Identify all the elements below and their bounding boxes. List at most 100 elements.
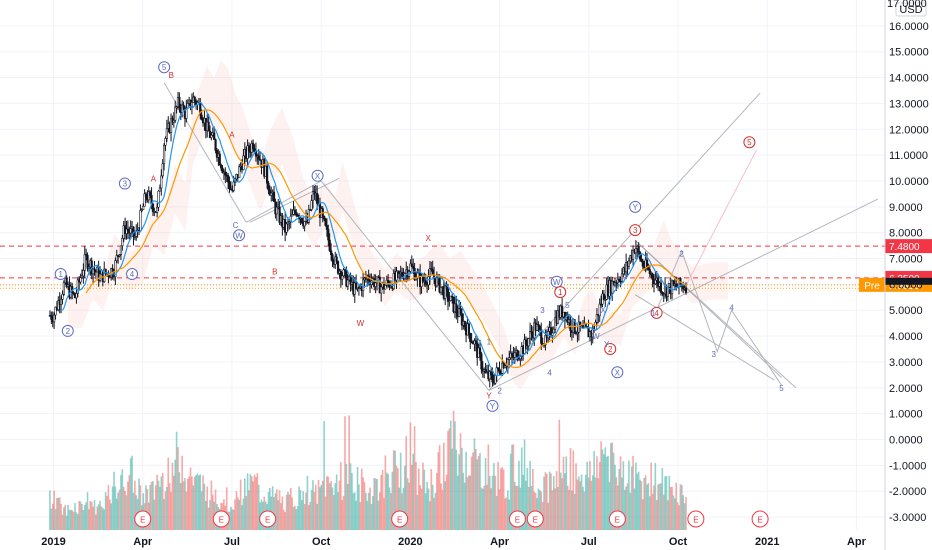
candle-body bbox=[121, 238, 124, 247]
earnings-marker[interactable] bbox=[134, 510, 152, 528]
volume-bar bbox=[458, 454, 460, 530]
volume-bar bbox=[230, 506, 232, 530]
candle-body bbox=[227, 175, 230, 183]
time-axis[interactable]: 2019 Apr Jul Oct 2020 Apr Jul Oct 2021 Apr bbox=[41, 536, 866, 548]
candle-body bbox=[144, 193, 148, 198]
volume-bar bbox=[53, 490, 55, 530]
earnings-marker[interactable] bbox=[751, 510, 769, 528]
volume-bar bbox=[473, 438, 476, 530]
volume-bar bbox=[558, 419, 561, 530]
candle-body bbox=[505, 364, 508, 367]
candle-body bbox=[459, 308, 462, 314]
volume-bar bbox=[419, 485, 421, 530]
volume-bar bbox=[552, 476, 555, 530]
wave-label: B bbox=[169, 71, 174, 80]
time-tick-label: Apr bbox=[490, 536, 510, 548]
candle-body bbox=[158, 187, 162, 192]
volume-bar bbox=[328, 483, 331, 530]
candle-body bbox=[291, 214, 294, 217]
earnings-marker-label: E bbox=[265, 516, 270, 525]
candle-body bbox=[449, 295, 452, 301]
earnings-marker[interactable] bbox=[212, 510, 230, 528]
volume-bar bbox=[539, 490, 541, 530]
candle-body bbox=[510, 352, 514, 356]
candle-body bbox=[328, 239, 331, 251]
candle-body bbox=[569, 319, 572, 331]
volume-bar bbox=[367, 492, 370, 530]
volume-bar bbox=[470, 456, 473, 530]
volume-bar bbox=[463, 482, 466, 530]
candle-body bbox=[118, 254, 121, 257]
candle-body bbox=[490, 371, 493, 376]
earnings-marker[interactable] bbox=[608, 510, 626, 528]
price-axis[interactable]: 16.0000 15.0000 14.0000 13.0000 12.0000 11.00… bbox=[884, 0, 929, 550]
volume-bar bbox=[314, 484, 317, 530]
candle-body bbox=[92, 268, 95, 275]
volume-bar bbox=[352, 493, 355, 530]
volume-bar bbox=[299, 489, 302, 530]
candle-body bbox=[149, 191, 152, 196]
candle-body bbox=[675, 283, 678, 288]
earnings-marker[interactable] bbox=[508, 510, 526, 528]
currency-badge[interactable]: USD bbox=[895, 2, 927, 17]
trend-line bbox=[245, 180, 322, 223]
candle-body bbox=[79, 277, 82, 283]
volume-bar bbox=[623, 489, 626, 530]
volume-bar bbox=[49, 490, 51, 530]
volume-bar bbox=[667, 500, 669, 530]
volume-bar bbox=[351, 473, 353, 530]
volume-bar bbox=[518, 460, 520, 530]
wave-label: 5 bbox=[162, 63, 167, 72]
candle-body bbox=[119, 245, 123, 255]
volume-bar bbox=[379, 492, 381, 530]
volume-bar bbox=[490, 488, 492, 530]
candle-body bbox=[126, 228, 129, 232]
volume-bar bbox=[308, 505, 310, 530]
volume-bar bbox=[633, 488, 636, 530]
volume-bar bbox=[346, 484, 349, 530]
volume-bar bbox=[431, 484, 434, 530]
volume-bar bbox=[404, 465, 406, 530]
volume-bar bbox=[295, 509, 298, 530]
volume-bar bbox=[678, 505, 680, 530]
volume-bar bbox=[199, 474, 202, 530]
volume-bar bbox=[402, 487, 405, 530]
volume-bar bbox=[429, 501, 431, 530]
volume-bar bbox=[591, 475, 594, 530]
volume-bar bbox=[93, 500, 96, 530]
volume-bar bbox=[502, 469, 505, 530]
candle-body bbox=[659, 282, 663, 293]
candle-body bbox=[384, 284, 387, 290]
candle-body bbox=[496, 367, 500, 370]
volume-bar bbox=[487, 444, 490, 530]
earnings-marker[interactable] bbox=[391, 510, 409, 528]
earnings-marker[interactable] bbox=[526, 510, 544, 528]
volume-bar bbox=[189, 467, 192, 530]
volume-bar bbox=[390, 493, 392, 530]
volume-bar bbox=[305, 492, 307, 530]
volume-bar bbox=[468, 475, 470, 530]
volume-bar bbox=[337, 492, 339, 530]
wave-label: W bbox=[592, 332, 600, 341]
volume-bar bbox=[374, 478, 377, 530]
volume-bar bbox=[324, 496, 327, 530]
wave-label-circle bbox=[158, 61, 171, 74]
candle-body bbox=[684, 287, 688, 293]
volume-bar bbox=[68, 509, 71, 530]
candle-body bbox=[392, 273, 395, 289]
volume-bar bbox=[75, 512, 78, 530]
candle-body bbox=[346, 279, 349, 287]
candle-body bbox=[428, 268, 432, 278]
volume-bar bbox=[302, 491, 305, 530]
earnings-marker[interactable] bbox=[259, 510, 277, 528]
candle-body bbox=[611, 280, 614, 294]
wave-label-circle bbox=[629, 200, 642, 213]
earnings-marker[interactable] bbox=[687, 510, 705, 528]
candle-body bbox=[323, 216, 326, 220]
volume-bar bbox=[310, 490, 313, 530]
volume-bar bbox=[650, 462, 652, 530]
volume-bar bbox=[522, 474, 524, 530]
volume-bar bbox=[185, 491, 188, 530]
candle-body bbox=[164, 138, 167, 146]
